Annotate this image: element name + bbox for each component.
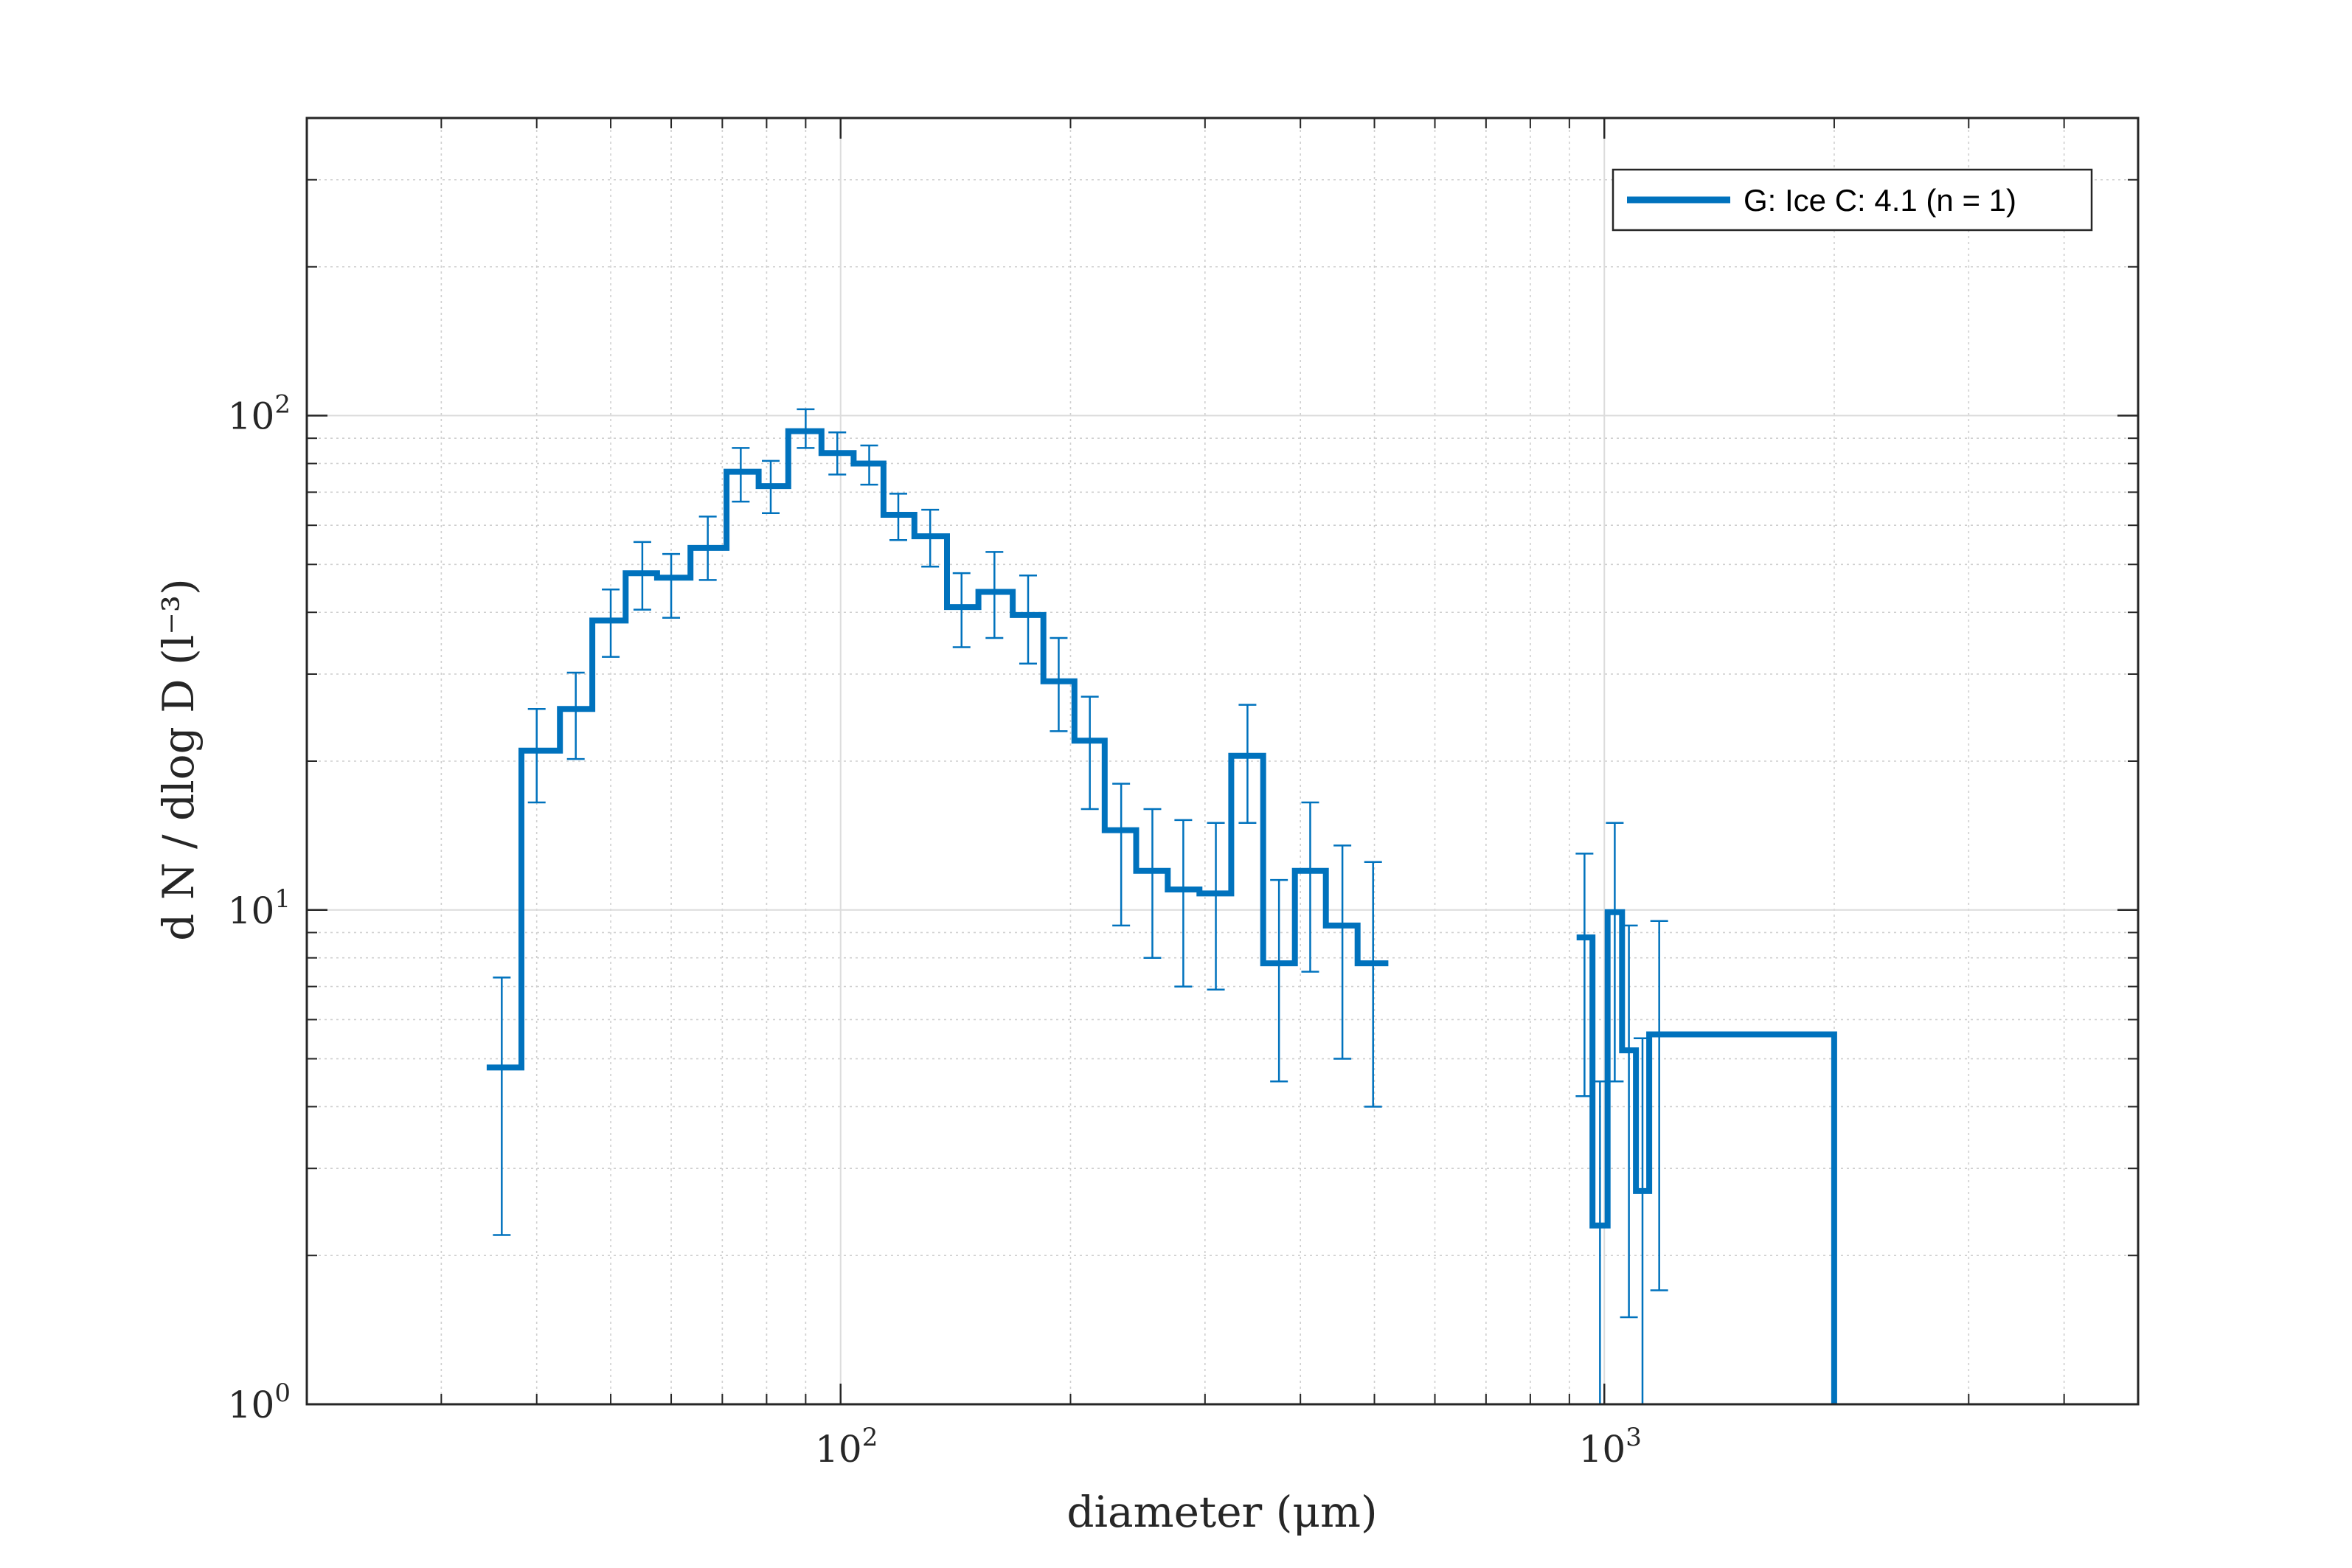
stairs-series-line (486, 428, 1389, 1071)
error-bar (732, 447, 750, 503)
legend-entry-label: G: Ice C: 4.1 (n = 1) (1744, 183, 2016, 218)
error-bar (1174, 819, 1193, 988)
error-bar (1050, 636, 1068, 732)
x-tick-labels: 102 103 (815, 1423, 1642, 1471)
error-bar (1238, 704, 1257, 824)
error-bar (1301, 801, 1319, 973)
error-bar (1333, 844, 1352, 1060)
x-tick-label: 103 (1579, 1423, 1642, 1471)
y-tick-label: 102 (228, 390, 291, 438)
error-bar (662, 552, 681, 619)
x-axis-label: diameter (μm) (1066, 1487, 1377, 1537)
axes-box (305, 117, 2140, 1406)
stairs-series-line (1576, 909, 1837, 1404)
y-tick-labels: 100 101 102 (228, 390, 291, 1426)
legend[interactable]: G: Ice C: 4.1 (n = 1) (1612, 168, 2093, 232)
error-bar (1650, 920, 1668, 1291)
grid (306, 117, 2139, 1405)
error-bar (952, 572, 971, 648)
y-axis-label: d N / dlog D (l⁻³) (153, 578, 204, 941)
error-bar (527, 708, 546, 804)
error-bar (1207, 822, 1225, 991)
error-bar (493, 976, 511, 1236)
error-bar (566, 671, 585, 760)
x-tick-label: 102 (815, 1423, 878, 1471)
error-bar (1080, 695, 1099, 811)
error-bar (1364, 861, 1382, 1108)
error-bar (1112, 783, 1131, 927)
error-bar (985, 551, 1004, 639)
y-tick-label: 101 (228, 884, 291, 932)
data-layer (486, 408, 1837, 1404)
error-bar (1019, 574, 1037, 665)
y-tick-label: 100 (228, 1378, 291, 1426)
error-bar (1143, 808, 1162, 959)
error-bar (1270, 878, 1288, 1083)
